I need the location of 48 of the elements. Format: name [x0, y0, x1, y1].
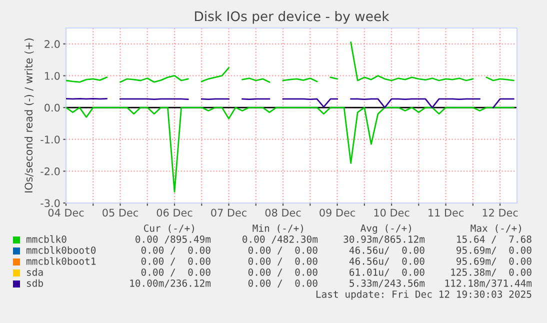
- text: Min (-/+): [252, 224, 303, 233]
- y-tick-label: 1.0: [45, 72, 60, 80]
- text: Cur (-/+): [144, 224, 194, 233]
- y-tick-label: -3.0: [40, 199, 60, 208]
- text: 30.93m/865.12m: [344, 235, 425, 244]
- text: 112.18m/371.44m: [445, 279, 532, 288]
- text: Last update: Fri Dec 12 19:30:03 2025: [316, 290, 532, 300]
- y-tick-label: -1.0: [40, 136, 60, 144]
- text: 0.00 / 0.00: [141, 246, 210, 255]
- y-tick-label: 2.0: [44, 40, 60, 48]
- legend-label: sda: [27, 268, 43, 276]
- text: 0.00 / 0.00: [248, 257, 318, 266]
- chart-title: Disk IOs per device - by week: [195, 11, 390, 24]
- text: 125.38m/ 0.00: [451, 268, 532, 277]
- text: 0.00 / 0.00: [141, 268, 210, 277]
- x-tick-label: 08 Dec: [265, 208, 301, 217]
- x-tick-label: 04 Dec: [48, 208, 84, 217]
- line-series: [66, 106, 514, 193]
- text: Avg (-/+): [360, 224, 411, 234]
- text: Max (-/+): [470, 224, 521, 233]
- text: 46.56u/ 0.00: [349, 257, 424, 266]
- text: 95.69m/ 0.00: [456, 257, 532, 266]
- legend-label: mmcblk0boot0: [26, 246, 96, 254]
- y-tick-label: 0.0: [44, 104, 60, 112]
- text: 0.00 / 0.00: [141, 257, 210, 266]
- x-tick-label: 05 Dec: [102, 208, 138, 217]
- text: 0.00 / 0.00: [248, 268, 318, 277]
- legend-label: mmcblk0boot1: [26, 257, 96, 265]
- text: 10.00m/236.12m: [130, 279, 211, 288]
- x-tick-label: 06 Dec: [156, 208, 192, 217]
- text: 0.00 / 0.00: [248, 279, 318, 288]
- x-tick-label: 09 Dec: [320, 208, 355, 217]
- x-tick-label: 10 Dec: [374, 208, 410, 217]
- legend-label: sdb: [27, 279, 43, 287]
- x-tick-label: 12 Dec: [482, 208, 518, 217]
- text: 5.33m/243.56m: [350, 279, 425, 288]
- text: 61.01u/ 0.00: [350, 268, 424, 277]
- x-tick-label: 07 Dec: [211, 208, 246, 217]
- text: 15.64 / 7.68: [457, 235, 532, 244]
- y-axis-title: IOs/second read (-) / write (+): [24, 38, 34, 192]
- text: 46.56u/ 0.00: [349, 246, 424, 255]
- y-tick-label: -2.0: [40, 167, 60, 176]
- text: 0.00 /482.30m: [242, 235, 318, 244]
- x-tick-label: 11 Dec: [428, 208, 464, 217]
- text: 95.69m/ 0.00: [456, 246, 532, 255]
- text: 0.00 / 0.00: [248, 246, 318, 255]
- legend-label: mmcblk0: [26, 235, 66, 243]
- text: 0.00 /895.49m: [136, 235, 211, 244]
